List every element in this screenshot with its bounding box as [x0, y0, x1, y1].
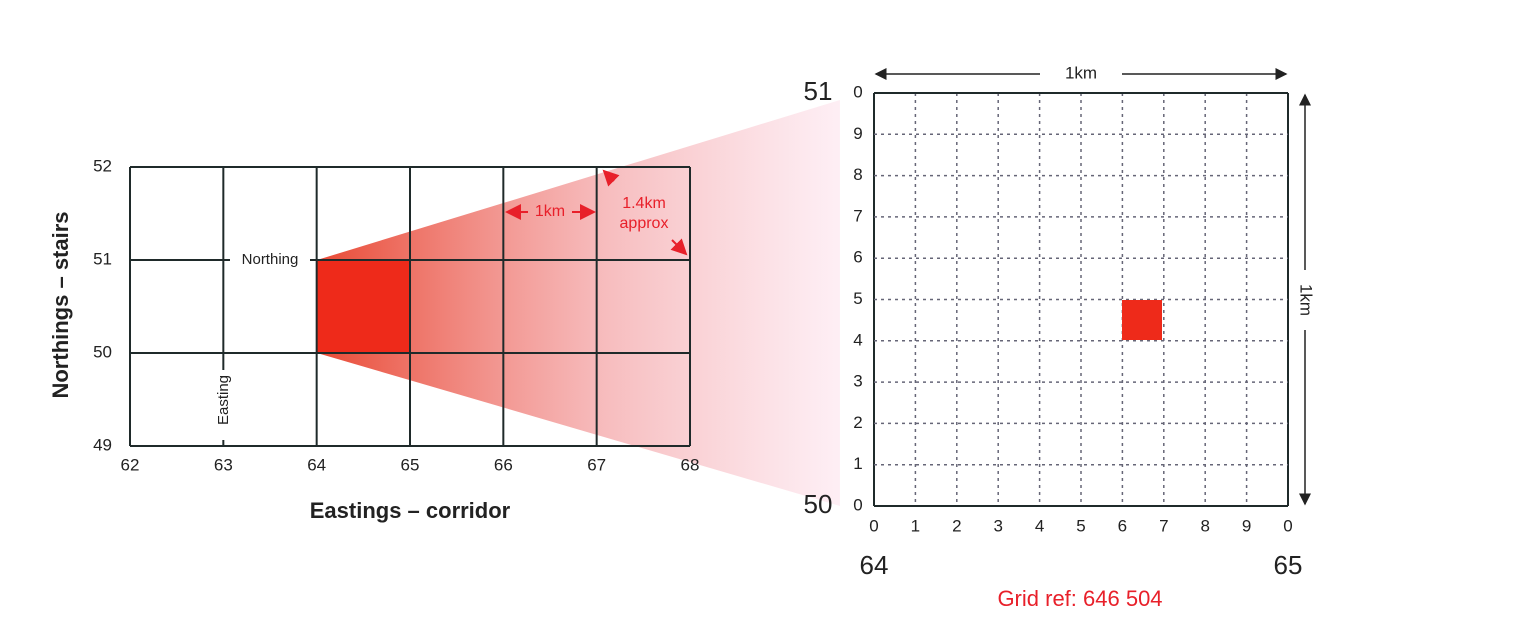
y-label: 5	[853, 289, 862, 308]
left-grid: 62 63 64 65 66 67 68 52 51 50 49	[93, 156, 699, 474]
y-label: 8	[853, 165, 862, 184]
x-label: 64	[307, 455, 326, 474]
y-label: 49	[93, 435, 112, 454]
selected-square	[317, 260, 410, 353]
x-label: 66	[494, 455, 513, 474]
right-easting: 65	[1274, 550, 1303, 580]
x-label: 65	[401, 455, 420, 474]
zoom-funnel	[317, 100, 840, 506]
y-label: 0	[853, 495, 862, 514]
x-label: 3	[993, 516, 1002, 535]
label-bg	[214, 370, 234, 440]
x-label: 0	[1283, 516, 1292, 535]
height-label: 1km	[1297, 284, 1316, 316]
y-label: 1	[853, 454, 862, 473]
y-label: 52	[93, 156, 112, 175]
y-label: 51	[93, 249, 112, 268]
y-label: 6	[853, 248, 862, 267]
diagonal-label: approx	[620, 215, 669, 232]
width-label: 1km	[1065, 63, 1097, 82]
y-label: 4	[853, 330, 862, 349]
bottom-northing: 50	[804, 489, 833, 519]
y-axis-label: Northings – stairs	[48, 211, 73, 398]
x-label: 68	[681, 455, 700, 474]
x-label: 0	[869, 516, 878, 535]
x-label: 6	[1118, 516, 1127, 535]
arrow	[602, 169, 620, 187]
x-label: 62	[121, 455, 140, 474]
y-label: 9	[853, 124, 862, 143]
label-bg	[230, 250, 310, 270]
x-label: 5	[1076, 516, 1085, 535]
y-label: 50	[93, 342, 112, 361]
x-label: 9	[1242, 516, 1251, 535]
diagonal-label: 1.4km	[622, 195, 666, 212]
x-label: 1	[911, 516, 920, 535]
x-label: 67	[587, 455, 606, 474]
x-axis-label: Eastings – corridor	[310, 498, 511, 523]
selected-square	[1122, 300, 1162, 340]
x-label: 8	[1200, 516, 1209, 535]
easting-label: Easting	[215, 375, 232, 425]
northing-label: Northing	[242, 251, 299, 268]
y-label: 3	[853, 372, 862, 391]
y-label: 7	[853, 206, 862, 225]
x-label: 4	[1035, 516, 1044, 535]
y-label: 0	[853, 82, 862, 101]
grid-ref: Grid ref: 646 504	[997, 586, 1162, 611]
y-label: 2	[853, 413, 862, 432]
x-label: 7	[1159, 516, 1168, 535]
left-easting: 64	[860, 550, 889, 580]
arrow	[670, 238, 688, 256]
x-label: 2	[952, 516, 961, 535]
square-size-label: 1km	[535, 203, 565, 220]
top-northing: 51	[804, 76, 833, 106]
x-label: 63	[214, 455, 233, 474]
